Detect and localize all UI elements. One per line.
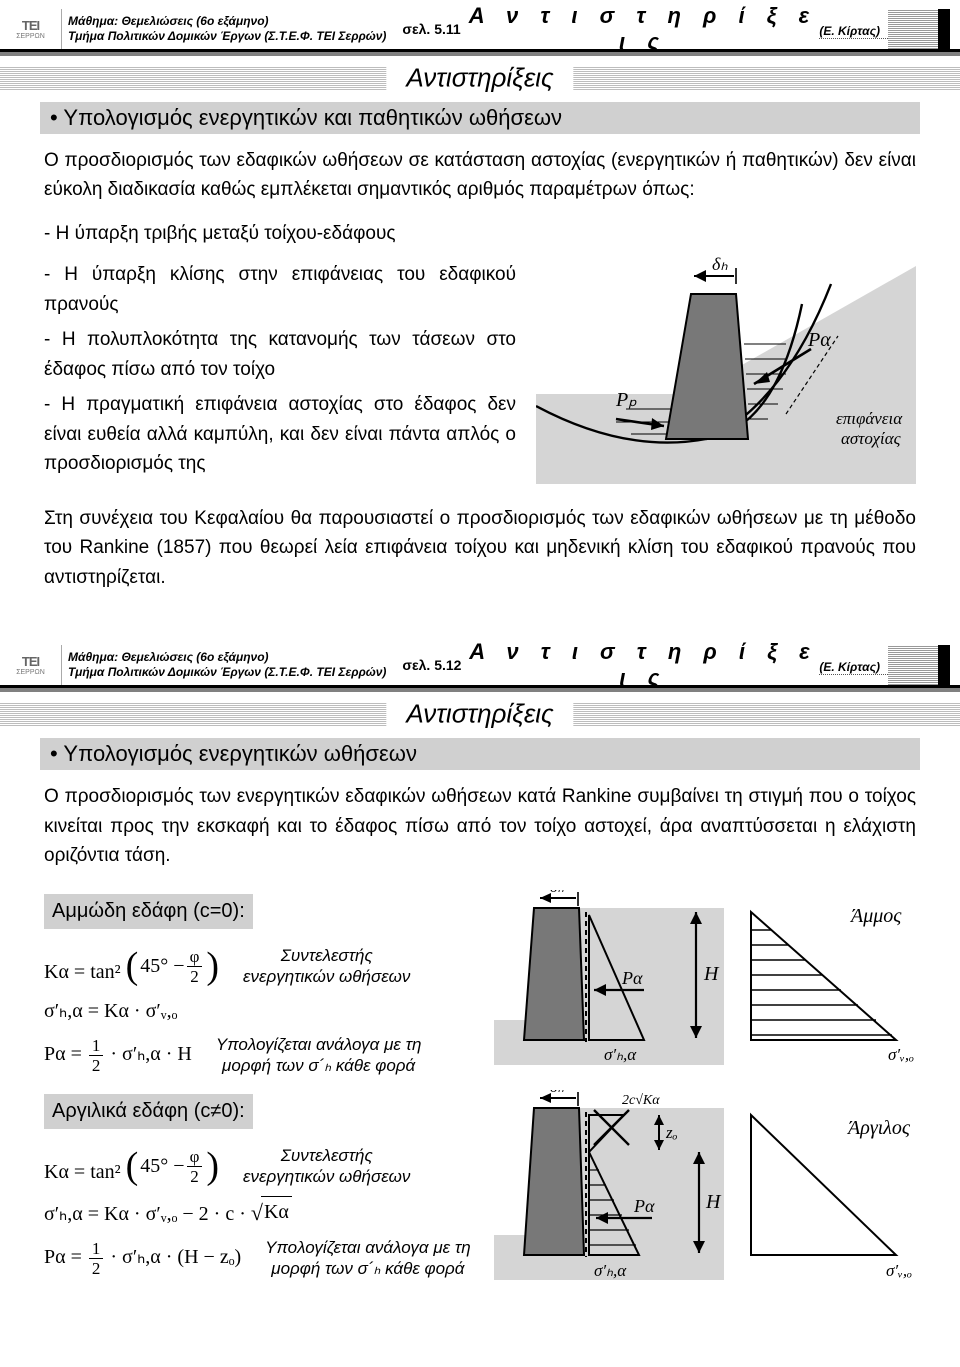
slide1-content: Ο προσδιορισμός των εδαφικών ωθήσεων σε … bbox=[0, 146, 960, 592]
header-title: Α ν τ ι σ τ η ρ ί ξ ε ι ς bbox=[467, 3, 820, 55]
label-sha: σ′ₕ,α bbox=[604, 1045, 637, 1064]
coef-label-1: Συντελεστής bbox=[281, 1146, 373, 1165]
coef-label-1: Συντελεστής bbox=[281, 946, 373, 965]
eq-sha-clay: σ′ₕ,α = Kα · σ′ᵥ,ₒ − 2 · c · Kα bbox=[44, 1196, 474, 1230]
title-banner: Αντιστηρίξεις bbox=[0, 66, 960, 90]
logo-top: TEI bbox=[22, 654, 39, 669]
section-heading: • Υπολογισμός ενεργητικών και παθητικών … bbox=[40, 102, 920, 134]
label-sha: σ′ₕ,α bbox=[594, 1261, 627, 1280]
title-banner: Αντιστηρίξεις bbox=[0, 702, 960, 726]
intro-paragraph: Ο προσδιορισμός των ενεργητικών εδαφικών… bbox=[44, 782, 916, 870]
note-a: Υπολογίζεται ανάλογα με τη bbox=[216, 1035, 422, 1054]
header-author: (Ε. Κίρτας) bbox=[819, 660, 888, 675]
eq-ka-clay: Kα = tan² 45° − φ2 Συντελεστής ενεργητικ… bbox=[44, 1145, 474, 1188]
conclusion-paragraph: Στη συνέχεια του Κεφαλαίου θα παρουσιαστ… bbox=[44, 504, 916, 592]
logo-bottom: ΣΕΡΡΩΝ bbox=[16, 33, 45, 40]
eq-pa-lhs: Pα = bbox=[44, 1246, 82, 1268]
sand-block: Αμμώδη εδάφη (c=0): Kα = tan² 45° − φ2 Σ… bbox=[44, 884, 916, 1084]
eq-ka-lhs: Kα = tan² bbox=[44, 1161, 121, 1183]
eq-pa-sand: Pα = 12 · σ′ₕ,α · H Υπολογίζεται ανάλογα… bbox=[44, 1035, 474, 1076]
eq-pa-rhs-clay: · σ′ₕ,α · (H − zₒ) bbox=[110, 1246, 241, 1268]
coef-label-2: ενεργητικών ωθήσεων bbox=[243, 967, 410, 986]
note-b: μορφή των σ´ₕ κάθε φορά bbox=[222, 1056, 415, 1075]
clay-subhead: Αργιλικά εδάφη (c≠0): bbox=[44, 1094, 253, 1129]
header-underline bbox=[0, 52, 960, 56]
header-title: Α ν τ ι σ τ η ρ ί ξ ε ι ς bbox=[467, 639, 819, 691]
section-heading: • Υπολογισμός ενεργητικών ωθήσεων bbox=[40, 738, 920, 770]
page-number: σελ. 5.12 bbox=[386, 657, 467, 673]
slide-header: TEI ΣΕΡΡΩΝ Μάθημα: Θεμελιώσεις (6ο εξάμη… bbox=[0, 8, 960, 52]
label-h: H bbox=[705, 1191, 722, 1213]
intro-paragraph: Ο προσδιορισμός των εδαφικών ωθήσεων σε … bbox=[44, 146, 916, 205]
slide-5-12: TEI ΣΕΡΡΩΝ Μάθημα: Θεμελιώσεις (6ο εξάμη… bbox=[0, 636, 960, 1324]
eq-ka-root: Kα bbox=[261, 1196, 292, 1228]
logo-bottom: ΣΕΡΡΩΝ bbox=[16, 669, 45, 676]
param-1: Η ύπαρξη τριβής μεταξύ τοίχου-εδάφους bbox=[44, 219, 916, 248]
eq-45: 45° − bbox=[140, 1151, 184, 1182]
label-zo: zₒ bbox=[665, 1123, 678, 1142]
label-dh: δₕ bbox=[712, 254, 728, 274]
eq-pa-lhs: Pα = bbox=[44, 1043, 82, 1065]
logo-top: TEI bbox=[22, 18, 39, 33]
slide-5-11: TEI ΣΕΡΡΩΝ Μάθημα: Θεμελιώσεις (6ο εξάμη… bbox=[0, 0, 960, 636]
param-2: Η ύπαρξη κλίσης στην επιφάνειας του εδαφ… bbox=[44, 260, 516, 319]
label-soil: Άμμος bbox=[849, 905, 902, 927]
label-tension: 2c√Kα bbox=[622, 1093, 660, 1108]
label-h: H bbox=[703, 963, 720, 985]
label-svo: σ′ᵥ,ₒ bbox=[886, 1261, 912, 1280]
page-number: σελ. 5.11 bbox=[386, 21, 466, 37]
clay-block: Αργιλικά εδάφη (c≠0): Kα = tan² 45° − φ2… bbox=[44, 1084, 916, 1294]
header-course-block: Μάθημα: Θεμελιώσεις (6ο εξάμηνο) Τμήμα Π… bbox=[68, 14, 386, 44]
label-pa: Pα bbox=[807, 329, 831, 351]
note-b: μορφή των σ´ₕ κάθε φορά bbox=[271, 1259, 464, 1278]
slide2-content: Ο προσδιορισμός των ενεργητικών εδαφικών… bbox=[0, 782, 960, 1294]
eq-phi: φ bbox=[187, 1148, 203, 1167]
department-name: Τμήμα Πολιτικών Δομικών Έργων (Σ.Τ.Ε.Φ. … bbox=[68, 665, 386, 680]
slide-header: TEI ΣΕΡΡΩΝ Μάθημα: Θεμελιώσεις (6ο εξάμη… bbox=[0, 644, 960, 688]
title-banner-text: Αντιστηρίξεις bbox=[386, 63, 573, 94]
eq-pa-rhs: · σ′ₕ,α · H bbox=[110, 1043, 191, 1065]
label-pa: Pα bbox=[621, 968, 643, 988]
institution-logo: TEI ΣΕΡΡΩΝ bbox=[0, 9, 62, 49]
eq-ka-lhs: Kα = tan² bbox=[44, 961, 121, 983]
label-dh: δₕ bbox=[550, 890, 564, 896]
department-name: Τμήμα Πολιτικών Δομικών Έργων (Σ.Τ.Ε.Φ. … bbox=[68, 29, 386, 44]
param-list: Η ύπαρξη τριβής μεταξύ τοίχου-εδάφους bbox=[44, 219, 916, 248]
eq-pa-clay: Pα = 12 · σ′ₕ,α · (H − zₒ) Υπολογίζεται … bbox=[44, 1238, 474, 1279]
header-author: (Ε. Κίρτας) bbox=[819, 24, 888, 39]
label-soil: Άργιλος bbox=[846, 1117, 911, 1139]
param-list-cont: Η ύπαρξη κλίσης στην επιφάνειας του εδαφ… bbox=[44, 260, 516, 478]
coef-label-2: ενεργητικών ωθήσεων bbox=[243, 1167, 410, 1186]
text-figure-row: Η ύπαρξη κλίσης στην επιφάνειας του εδαφ… bbox=[44, 254, 916, 493]
eq-ka-sand: Kα = tan² 45° − φ2 Συντελεστής ενεργητικ… bbox=[44, 945, 474, 988]
header-course-block: Μάθημα: Θεμελιώσεις (6ο εξάμηνο) Τμήμα Π… bbox=[68, 650, 386, 680]
header-underline bbox=[0, 688, 960, 692]
eq-sha-text: σ′ₕ,α = Kα · σ′ᵥ,ₒ bbox=[44, 996, 177, 1027]
title-banner-text: Αντιστηρίξεις bbox=[386, 699, 573, 730]
header-stripe-decor bbox=[888, 9, 950, 49]
label-svo: σ′ᵥ,ₒ bbox=[888, 1045, 914, 1064]
sand-subhead: Αμμώδη εδάφη (c=0): bbox=[44, 894, 253, 929]
label-dh: δₕ bbox=[550, 1090, 564, 1096]
eq-45: 45° − bbox=[140, 951, 184, 982]
eq-phi: φ bbox=[187, 948, 203, 967]
label-surface: επιφάνεια bbox=[836, 409, 903, 428]
course-name: Μάθημα: Θεμελιώσεις (6ο εξάμηνο) bbox=[68, 14, 386, 29]
sand-figures: Pα δₕ σ′ₕ,α H bbox=[494, 884, 960, 1079]
clay-figures: Pα δₕ 2c√Kα zₒ bbox=[494, 1084, 960, 1294]
failure-surface-figure: δₕ Pα Pₚ επιφάνεια αστοχίας bbox=[536, 254, 916, 493]
header-stripe-decor bbox=[888, 645, 950, 685]
label-pa: Pα bbox=[633, 1196, 655, 1216]
eq-sha-sand: σ′ₕ,α = Kα · σ′ᵥ,ₒ bbox=[44, 996, 474, 1027]
label-failure: αστοχίας bbox=[841, 429, 901, 448]
param-4: Η πραγματική επιφάνεια αστοχίας στο έδαφ… bbox=[44, 390, 516, 478]
course-name: Μάθημα: Θεμελιώσεις (6ο εξάμηνο) bbox=[68, 650, 386, 665]
institution-logo: TEI ΣΕΡΡΩΝ bbox=[0, 645, 62, 685]
eq-sha-clay-text: σ′ₕ,α = Kα · σ′ᵥ,ₒ − 2 · c · bbox=[44, 1203, 251, 1225]
param-3: Η πολυπλοκότητα της κατανομής των τάσεων… bbox=[44, 325, 516, 384]
label-pp: Pₚ bbox=[615, 389, 637, 411]
note-a: Υπολογίζεται ανάλογα με τη bbox=[265, 1238, 471, 1257]
